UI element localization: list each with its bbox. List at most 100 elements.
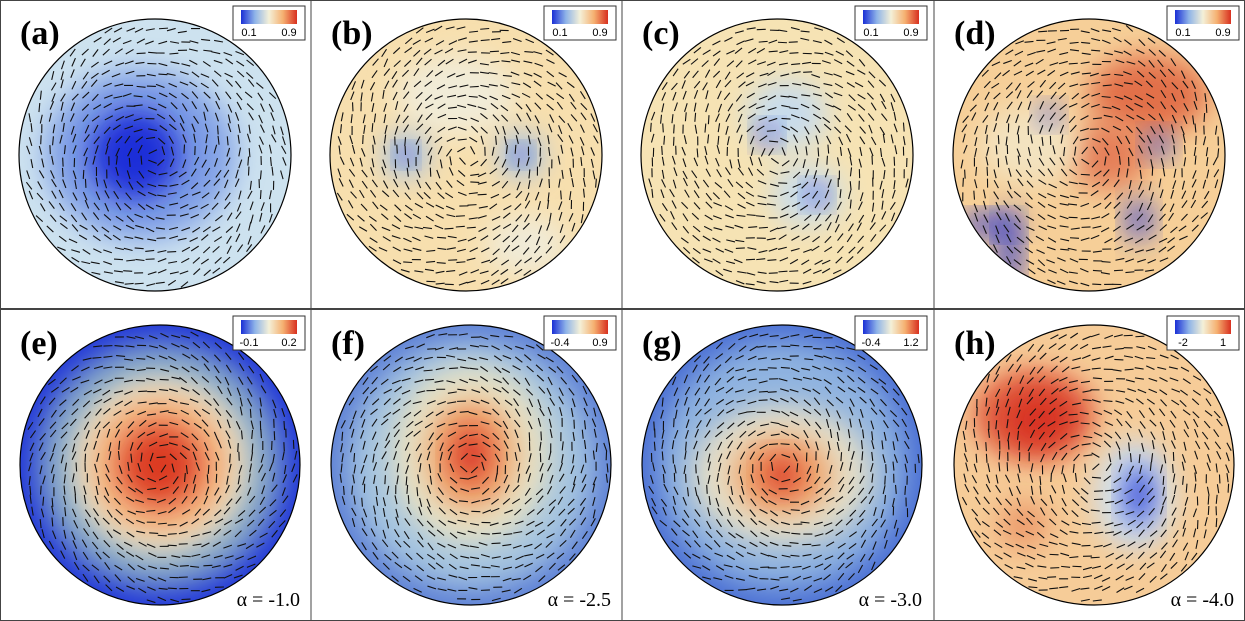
direction-dash <box>136 519 145 524</box>
direction-dash <box>705 168 711 177</box>
direction-dash <box>1026 226 1035 231</box>
direction-dash <box>494 125 500 135</box>
direction-dash <box>673 464 677 474</box>
direction-dash <box>393 421 401 429</box>
direction-dash <box>826 399 834 407</box>
direction-dash <box>1137 388 1147 394</box>
direction-dash <box>835 496 844 503</box>
direction-dash <box>492 225 501 231</box>
direction-dash <box>781 554 791 558</box>
direction-dash <box>127 421 135 429</box>
direction-dash <box>1181 180 1186 190</box>
direction-dash <box>584 453 587 463</box>
direction-dash <box>83 494 87 504</box>
direction-dash <box>1037 259 1046 267</box>
direction-dash <box>477 181 487 185</box>
direction-dash <box>362 377 369 386</box>
direction-dash <box>1030 134 1033 144</box>
direction-dash <box>149 345 159 349</box>
direction-dash <box>362 386 370 395</box>
direction-dash <box>51 517 54 527</box>
direction-dash <box>480 386 489 393</box>
direction-dash <box>214 342 222 350</box>
direction-dash <box>869 222 876 230</box>
direction-dash <box>146 136 156 140</box>
direction-dash <box>179 452 187 460</box>
direction-dash <box>673 102 678 112</box>
direction-dash <box>592 497 596 506</box>
direction-dash <box>181 495 188 504</box>
direction-dash <box>735 533 744 539</box>
direction-dash <box>394 529 400 538</box>
direction-dash <box>469 545 479 549</box>
direction-dash <box>735 181 744 189</box>
direction-dash <box>984 102 990 112</box>
direction-dash <box>371 70 378 79</box>
direction-dash <box>537 495 544 504</box>
direction-dash <box>1025 70 1034 77</box>
direction-dash <box>802 61 812 65</box>
direction-dash <box>415 57 423 66</box>
direction-dash <box>256 542 265 548</box>
direction-dash <box>558 396 564 405</box>
direction-dash <box>606 463 609 473</box>
direction-dash <box>570 147 574 157</box>
direction-dash <box>991 61 1001 67</box>
direction-dash <box>857 487 865 496</box>
direction-dash <box>1016 430 1020 440</box>
direction-dash <box>201 355 209 363</box>
direction-dash <box>1050 378 1059 385</box>
direction-dash <box>702 235 711 242</box>
direction-dash <box>51 497 54 507</box>
direction-dash <box>1049 81 1057 90</box>
direction-dash <box>458 424 468 427</box>
direction-dash <box>248 148 251 158</box>
direction-dash <box>511 235 519 243</box>
direction-dash <box>712 258 721 264</box>
direction-dash <box>726 367 735 374</box>
direction-dash <box>114 429 120 438</box>
direction-dash <box>1015 532 1025 538</box>
direction-dash <box>1090 28 1100 33</box>
direction-dash <box>1025 169 1033 178</box>
direction-dash <box>1216 484 1220 494</box>
direction-dash <box>1116 418 1123 427</box>
direction-dash <box>1039 79 1047 88</box>
direction-dash <box>892 461 895 471</box>
direction-dash <box>1168 366 1178 370</box>
direction-dash <box>470 522 480 526</box>
direction-dash <box>849 418 852 428</box>
direction-dash <box>748 47 757 54</box>
direction-dash <box>1162 443 1167 453</box>
direction-dash <box>181 366 190 373</box>
direction-dash <box>789 212 799 219</box>
direction-dash <box>135 258 145 262</box>
direction-dash <box>692 565 702 569</box>
direction-dash <box>424 37 434 43</box>
direction-dash <box>524 377 531 386</box>
direction-dash <box>1135 335 1145 338</box>
direction-dash <box>447 520 457 525</box>
direction-dash <box>113 258 124 261</box>
direction-dash <box>168 411 178 415</box>
direction-dash <box>168 507 177 514</box>
sample-edge <box>640 18 914 292</box>
direction-dash <box>449 532 458 539</box>
direction-dash <box>790 126 799 133</box>
direction-dash <box>133 117 143 122</box>
direction-dash <box>482 509 492 514</box>
direction-dash <box>211 202 219 210</box>
field <box>641 19 913 291</box>
direction-dash <box>1116 587 1125 593</box>
direction-dash <box>724 80 732 88</box>
direction-dash <box>480 112 488 120</box>
direction-dash <box>480 39 490 42</box>
direction-dash <box>1006 233 1012 243</box>
direction-dash <box>712 192 720 200</box>
direction-dash <box>417 518 424 527</box>
direction-dash <box>223 169 230 178</box>
direction-dash <box>400 269 410 273</box>
direction-dash <box>703 374 711 383</box>
direction-dash <box>471 389 481 393</box>
direction-dash <box>974 530 981 538</box>
